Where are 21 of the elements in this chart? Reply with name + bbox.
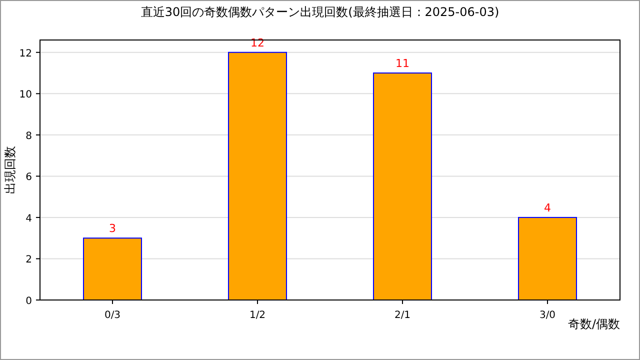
data-label: 4 [544, 201, 551, 214]
chart-title: 直近30回の奇数偶数パターン出現回数(最終抽選日：2025-06-03) [140, 5, 500, 19]
x-axis-title: 奇数/偶数 [568, 317, 620, 331]
y-tick-label: 4 [26, 213, 32, 224]
bar [83, 238, 142, 300]
y-tick-label: 2 [26, 254, 32, 266]
y-tick-label: 0 [26, 296, 32, 307]
y-tick-label: 10 [19, 90, 32, 101]
y-tick-label: 6 [26, 172, 32, 184]
bar [518, 216, 577, 300]
bar [228, 52, 287, 300]
x-tick-label: 0/3 [104, 310, 121, 321]
y-axis-title: 出現回数 [3, 146, 17, 194]
x-tick-label: 3/0 [539, 310, 556, 321]
x-tick-label: 1/2 [249, 310, 266, 321]
bar [373, 72, 432, 300]
data-label: 11 [396, 57, 410, 70]
data-label: 3 [109, 222, 116, 236]
x-tick-label: 2/1 [394, 310, 411, 321]
y-tick-label: 8 [26, 130, 32, 142]
y-tick-label: 12 [19, 48, 32, 60]
